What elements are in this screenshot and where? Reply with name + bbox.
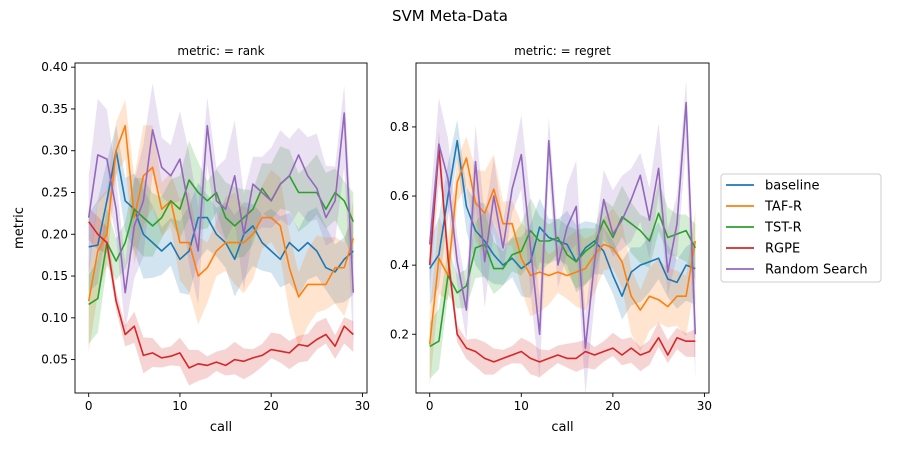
legend-label-random-search: Random Search (765, 263, 868, 278)
y-tick-label: 0.35 (41, 102, 68, 116)
panel-title: metric: = rank (177, 44, 264, 58)
x-tick-label: 20 (605, 399, 620, 413)
y-tick-label: 0.40 (41, 60, 68, 74)
band-random-search (429, 79, 696, 393)
x-tick-label: 10 (172, 399, 187, 413)
x-tick-label: 30 (355, 399, 370, 413)
series-line-rgpe (428, 146, 696, 363)
y-tick-label: 0.10 (41, 311, 68, 325)
x-tick-label: 0 (85, 399, 93, 413)
series-line-random-search (428, 101, 697, 349)
band-random-search (88, 83, 354, 348)
y-tick-label: 0.25 (41, 185, 68, 199)
panel-rank: metric: = rank 0 10 20 30 0.05 0.10 0.15 0.20 0.2… (12, 44, 370, 435)
y-tick-label: 0.4 (390, 258, 409, 272)
series-line-rgpe (88, 221, 354, 369)
x-axis-label: call (210, 420, 232, 435)
legend-label-taf-r: TAF-R (764, 200, 802, 215)
legend-frame (720, 173, 882, 283)
figure-title: SVM Meta-Data (392, 7, 508, 25)
band-baseline (429, 119, 696, 320)
x-tick-label: 20 (264, 399, 279, 413)
x-tick-label: 0 (426, 399, 434, 413)
y-tick-label: 0.15 (41, 269, 68, 283)
legend-items: baseline TAF-R TST-R RGPE Random Search (726, 179, 868, 278)
panel-title: metric: = regret (514, 44, 611, 58)
y-axis-label: metric (12, 207, 27, 249)
band-rgpe (88, 208, 354, 386)
legend-label-tst-r: TST-R (764, 221, 802, 236)
y-tick-label: 0.2 (390, 327, 409, 341)
legend-label-rgpe: RGPE (765, 242, 800, 257)
series-line-random-search (87, 112, 355, 294)
y-tick-label: 0.30 (41, 144, 68, 158)
plot-area (428, 79, 697, 393)
band-tst-r (88, 140, 354, 344)
series-line-baseline (429, 139, 696, 298)
y-tick-label: 0.6 (390, 189, 409, 203)
y-tick-label: 0.05 (41, 353, 68, 367)
legend-label-baseline: baseline (765, 179, 819, 194)
panel-regret: metric: = regret 0 10 20 30 0.2 0.4 0.6 0.8 call (390, 44, 712, 435)
axes-frame (74, 62, 368, 394)
x-tick-label: 10 (514, 399, 529, 413)
y-tick-label: 0.20 (41, 227, 68, 241)
plot-area (87, 83, 355, 386)
y-tick-label: 0.8 (390, 120, 409, 134)
series-line-taf-r (87, 124, 355, 302)
x-axis-label: call (551, 420, 573, 435)
axes-frame (415, 62, 710, 394)
band-tst-r (429, 181, 696, 379)
legend: baseline TAF-R TST-R RGPE Random Search (720, 173, 882, 283)
band-taf-r (88, 99, 354, 352)
x-tick-label: 30 (697, 399, 712, 413)
